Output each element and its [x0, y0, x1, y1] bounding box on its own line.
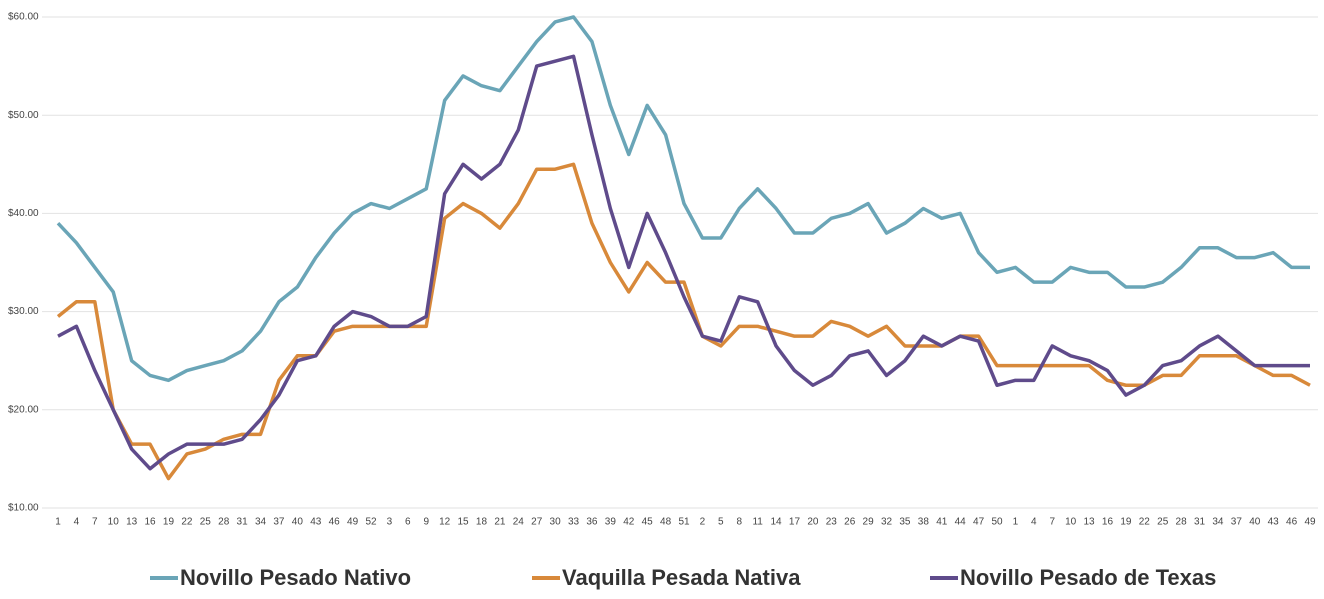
x-tick-label: 37 [1231, 517, 1243, 528]
x-tick-label: 25 [200, 517, 212, 528]
x-tick-label: 42 [623, 517, 635, 528]
x-tick-label: 29 [863, 517, 875, 528]
x-tick-label: 34 [1212, 517, 1224, 528]
x-tick-label: 23 [826, 517, 838, 528]
legend-label: Vaquilla Pesada Nativa [562, 565, 801, 590]
x-tick-label: 4 [1031, 517, 1037, 528]
x-tick-label: 17 [789, 517, 801, 528]
x-tick-label: 49 [347, 517, 359, 528]
x-tick-label: 3 [387, 517, 393, 528]
x-tick-label: 9 [423, 517, 429, 528]
x-tick-label: 51 [678, 517, 690, 528]
x-tick-label: 19 [163, 517, 175, 528]
x-tick-label: 19 [1120, 517, 1132, 528]
x-tick-label: 40 [292, 517, 304, 528]
y-tick-label: $60.00 [8, 12, 39, 23]
line-series [57, 54, 1310, 471]
x-tick-label: 7 [1049, 517, 1055, 528]
y-tick-label: $50.00 [8, 110, 39, 121]
x-tick-label: 7 [92, 517, 98, 528]
x-tick-label: 44 [955, 517, 967, 528]
x-tick-label: 20 [807, 517, 819, 528]
x-tick-label: 12 [439, 517, 451, 528]
x-tick-label: 46 [1286, 517, 1298, 528]
x-tick-label: 49 [1304, 517, 1316, 528]
x-tick-label: 38 [918, 517, 930, 528]
x-tick-label: 30 [550, 517, 562, 528]
x-tick-label: 8 [736, 517, 742, 528]
x-tick-label: 28 [1176, 517, 1188, 528]
x-tick-label: 5 [718, 517, 724, 528]
x-tick-label: 22 [181, 517, 193, 528]
x-tick-label: 21 [494, 517, 506, 528]
x-tick-label: 1 [1013, 517, 1019, 528]
y-tick-label: $40.00 [8, 208, 39, 219]
x-tick-label: 43 [1268, 517, 1280, 528]
legend-label: Novillo Pesado de Texas [960, 565, 1216, 590]
x-tick-label: 52 [365, 517, 377, 528]
x-tick-label: 24 [513, 517, 525, 528]
x-tick-label: 25 [1157, 517, 1169, 528]
x-tick-label: 34 [255, 517, 267, 528]
x-tick-label: 10 [1065, 517, 1077, 528]
x-tick-label: 31 [1194, 517, 1206, 528]
x-tick-label: 11 [752, 517, 763, 528]
x-tick-label: 2 [700, 517, 706, 528]
line-series [56, 15, 1310, 383]
x-tick-label: 47 [973, 517, 985, 528]
x-tick-label: 32 [881, 517, 893, 528]
x-tick-label: 13 [1083, 517, 1095, 528]
legend-label: Novillo Pesado Nativo [180, 565, 411, 590]
x-tick-label: 22 [1139, 517, 1151, 528]
x-tick-label: 37 [273, 517, 285, 528]
x-tick-label: 4 [74, 517, 80, 528]
x-tick-label: 15 [457, 517, 469, 528]
x-tick-label: 28 [218, 517, 230, 528]
x-tick-label: 33 [568, 517, 580, 528]
x-tick-label: 16 [144, 517, 156, 528]
x-tick-label: 16 [1102, 517, 1114, 528]
x-tick-label: 27 [531, 517, 543, 528]
x-tick-label: 35 [899, 517, 911, 528]
x-tick-label: 31 [237, 517, 249, 528]
x-tick-label: 45 [642, 517, 654, 528]
y-tick-label: $10.00 [8, 503, 39, 514]
line-series [56, 162, 1311, 481]
x-tick-label: 41 [936, 517, 948, 528]
x-tick-label: 48 [660, 517, 672, 528]
y-tick-label: $20.00 [8, 404, 39, 415]
x-tick-label: 36 [586, 517, 598, 528]
x-tick-label: 46 [329, 517, 341, 528]
x-tick-label: 18 [476, 517, 488, 528]
x-tick-label: 40 [1249, 517, 1261, 528]
y-tick-label: $30.00 [8, 306, 39, 317]
x-tick-label: 26 [844, 517, 856, 528]
x-tick-label: 50 [991, 517, 1003, 528]
x-tick-label: 14 [770, 517, 782, 528]
x-tick-label: 13 [126, 517, 138, 528]
x-tick-label: 43 [310, 517, 322, 528]
x-tick-label: 39 [605, 517, 617, 528]
x-tick-label: 1 [55, 517, 61, 528]
x-tick-label: 10 [108, 517, 120, 528]
x-tick-label: 6 [405, 517, 411, 528]
